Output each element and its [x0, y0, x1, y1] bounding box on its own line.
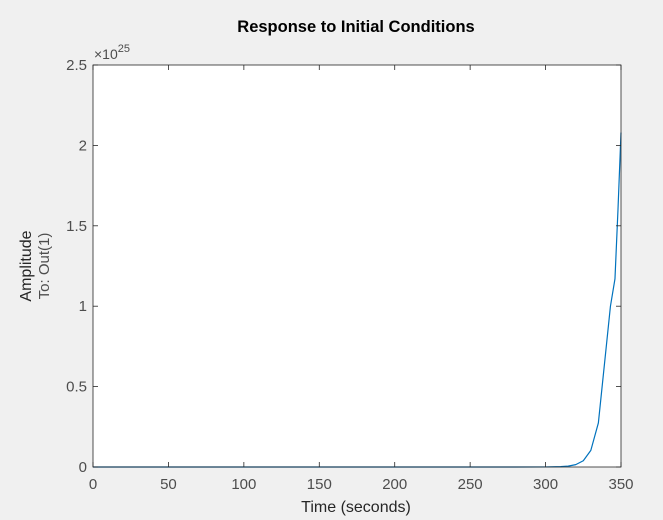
- y-tick-label: 0.5: [66, 379, 87, 396]
- y-axis-label: Amplitude: [18, 230, 35, 301]
- x-tick-label: 300: [533, 476, 558, 493]
- y-axis-output-label: To: Out(1): [36, 233, 53, 300]
- y-tick-label: 1.5: [66, 218, 87, 235]
- x-tick-label: 50: [160, 476, 177, 493]
- y-tick-label: 0: [79, 459, 87, 476]
- y-axis-exponent: ×1025: [94, 43, 130, 62]
- y-axis-ticks: 0 0.5 1 1.5 2 2.5: [66, 57, 621, 476]
- y-axis-exponent-base: ×10: [94, 46, 118, 62]
- x-tick-label: 0: [89, 476, 97, 493]
- x-tick-label: 200: [382, 476, 407, 493]
- x-axis-label: Time (seconds): [301, 499, 411, 516]
- y-axis-exponent-power: 25: [118, 43, 130, 55]
- x-tick-label: 250: [458, 476, 483, 493]
- x-tick-label: 100: [231, 476, 256, 493]
- x-tick-label: 350: [608, 476, 633, 493]
- x-tick-label: 150: [307, 476, 332, 493]
- y-tick-label: 1: [79, 298, 87, 315]
- y-tick-label: 2: [79, 137, 87, 154]
- x-axis-ticks: 0 50 100 150 200 250 300 350: [89, 65, 634, 493]
- chart-title: Response to Initial Conditions: [237, 18, 474, 36]
- y-tick-label: 2.5: [66, 57, 87, 74]
- axes-area: [93, 65, 621, 467]
- axes-box: [92, 64, 622, 468]
